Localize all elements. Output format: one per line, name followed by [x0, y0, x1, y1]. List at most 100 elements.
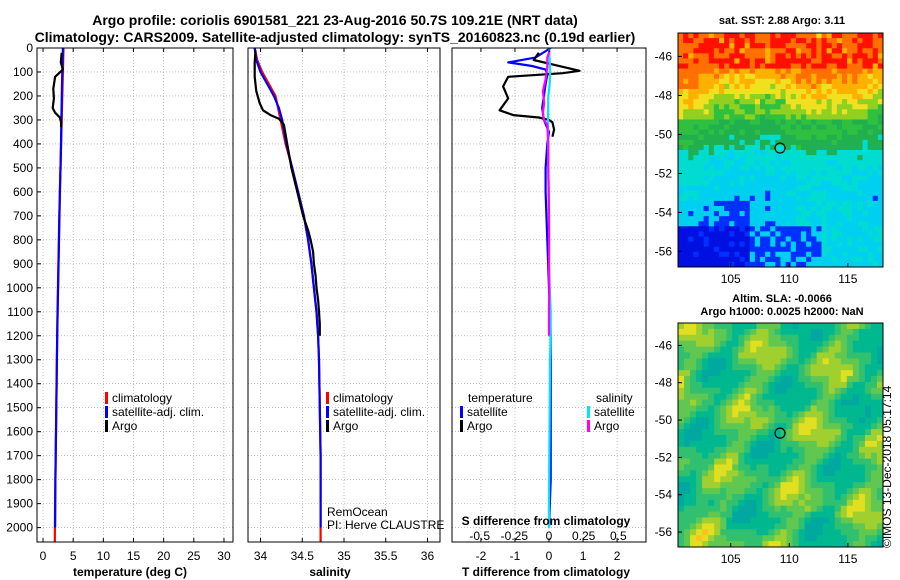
heatmap-cell	[734, 175, 740, 181]
heatmap-cell	[780, 165, 787, 171]
heatmap-cell	[750, 358, 757, 365]
heatmap-cell	[806, 83, 812, 90]
heatmap-cell	[749, 221, 756, 227]
heatmap-cell	[693, 33, 699, 39]
heatmap-cell	[768, 476, 775, 483]
heatmap-cell	[785, 139, 792, 146]
heatmap-cell	[811, 38, 817, 44]
heatmap-cell	[822, 470, 830, 477]
heatmap-cell	[877, 241, 884, 248]
heatmap-cell	[798, 511, 806, 518]
heatmap-cell	[840, 381, 848, 389]
heatmap-cell	[852, 358, 860, 365]
heatmap-cell	[877, 124, 884, 131]
heatmap-cell	[762, 464, 769, 471]
heatmap-cell	[750, 499, 757, 507]
heatmap-cell	[760, 175, 766, 181]
heatmap-cell	[864, 323, 872, 330]
heatmap-cell	[720, 429, 727, 436]
heatmap-cell	[688, 33, 694, 39]
heatmap-cell	[734, 114, 740, 120]
heatmap-cell	[821, 226, 828, 232]
heatmap-cell	[822, 328, 830, 336]
heatmap-cell	[804, 393, 812, 401]
heatmap-cell	[719, 53, 725, 59]
figure-title-line1: Argo profile: coriolis 6901581_221 23-Au…	[92, 12, 578, 28]
heatmap-cell	[726, 488, 733, 495]
heatmap-cell	[744, 458, 751, 465]
heatmap-cell	[828, 393, 836, 401]
heatmap-cell	[714, 429, 721, 436]
heatmap-cell	[864, 376, 872, 383]
heatmap-cell	[831, 83, 838, 90]
heatmap-cell	[816, 114, 822, 120]
heatmap-cell	[792, 328, 799, 336]
heatmap-cell	[811, 134, 817, 141]
heatmap-cell	[738, 541, 745, 548]
heatmap-cell	[774, 328, 781, 336]
heatmap-cell	[870, 440, 878, 448]
heatmap-cell	[862, 175, 869, 181]
heatmap-cell	[732, 435, 739, 442]
heatmap-cell	[708, 493, 715, 501]
heatmap-cell	[724, 124, 730, 131]
heatmap-cell	[780, 78, 787, 85]
heatmap-cell	[810, 429, 818, 436]
heatmap-cell	[857, 216, 863, 222]
heatmap-cell	[816, 231, 822, 237]
heatmap-cell	[877, 180, 884, 187]
heatmap-cell	[795, 88, 802, 95]
heatmap-cell	[726, 429, 733, 436]
heatmap-cell	[738, 352, 745, 359]
heatmap-cell	[744, 43, 751, 49]
heatmap-cell	[785, 261, 792, 268]
heatmap-cell	[780, 523, 787, 530]
heatmap-cell	[768, 488, 775, 495]
heatmap-cell	[847, 94, 853, 100]
heatmap-cell	[724, 33, 730, 39]
heatmap-cell	[801, 58, 807, 64]
heatmap-cell	[877, 195, 884, 202]
heatmap-cell	[684, 376, 691, 383]
heatmap-cell	[738, 334, 745, 342]
heatmap-cell	[739, 185, 746, 192]
heatmap-cell	[792, 405, 799, 412]
heatmap-cell	[765, 83, 771, 90]
heatmap-cell	[724, 53, 730, 59]
heatmap-cell	[729, 99, 735, 105]
heatmap-cell	[842, 104, 848, 110]
heatmap-cell	[846, 541, 854, 548]
heatmap-cell	[744, 523, 751, 530]
heatmap-cell	[867, 200, 874, 207]
heatmap-cell	[806, 38, 812, 44]
heatmap-cell	[768, 452, 775, 459]
heatmap-cell	[857, 195, 863, 202]
sst-map-panel: sat. SST: 2.88 Argo: 3.11 -46-48-50-52-5…	[655, 15, 884, 286]
heatmap-cell	[750, 417, 757, 424]
heatmap-cell	[877, 83, 884, 90]
heatmap-cell	[828, 381, 836, 389]
heatmap-cell	[780, 48, 787, 54]
heatmap-cell	[754, 83, 761, 90]
heatmap-cell	[834, 393, 842, 401]
heatmap-cell	[852, 505, 860, 513]
heatmap-cell	[864, 482, 872, 489]
heatmap-cell	[858, 499, 866, 507]
heatmap-cell	[734, 53, 740, 59]
heatmap-cell	[867, 195, 874, 202]
heatmap-cell	[708, 376, 715, 383]
heatmap-cell	[756, 352, 763, 359]
heatmap-cell	[785, 165, 792, 171]
heatmap-cell	[703, 160, 710, 166]
heatmap-cell	[872, 251, 879, 258]
heatmap-cell	[798, 476, 806, 483]
heatmap-cell	[822, 458, 830, 465]
heatmap-cell	[828, 352, 836, 359]
heatmap-cell	[744, 33, 751, 39]
heatmap-cell	[801, 114, 807, 120]
heatmap-cell	[774, 476, 781, 483]
heatmap-cell	[684, 340, 691, 347]
heatmap-cell	[798, 417, 806, 424]
heatmap-cell	[738, 470, 745, 477]
heatmap-cell	[713, 236, 720, 242]
